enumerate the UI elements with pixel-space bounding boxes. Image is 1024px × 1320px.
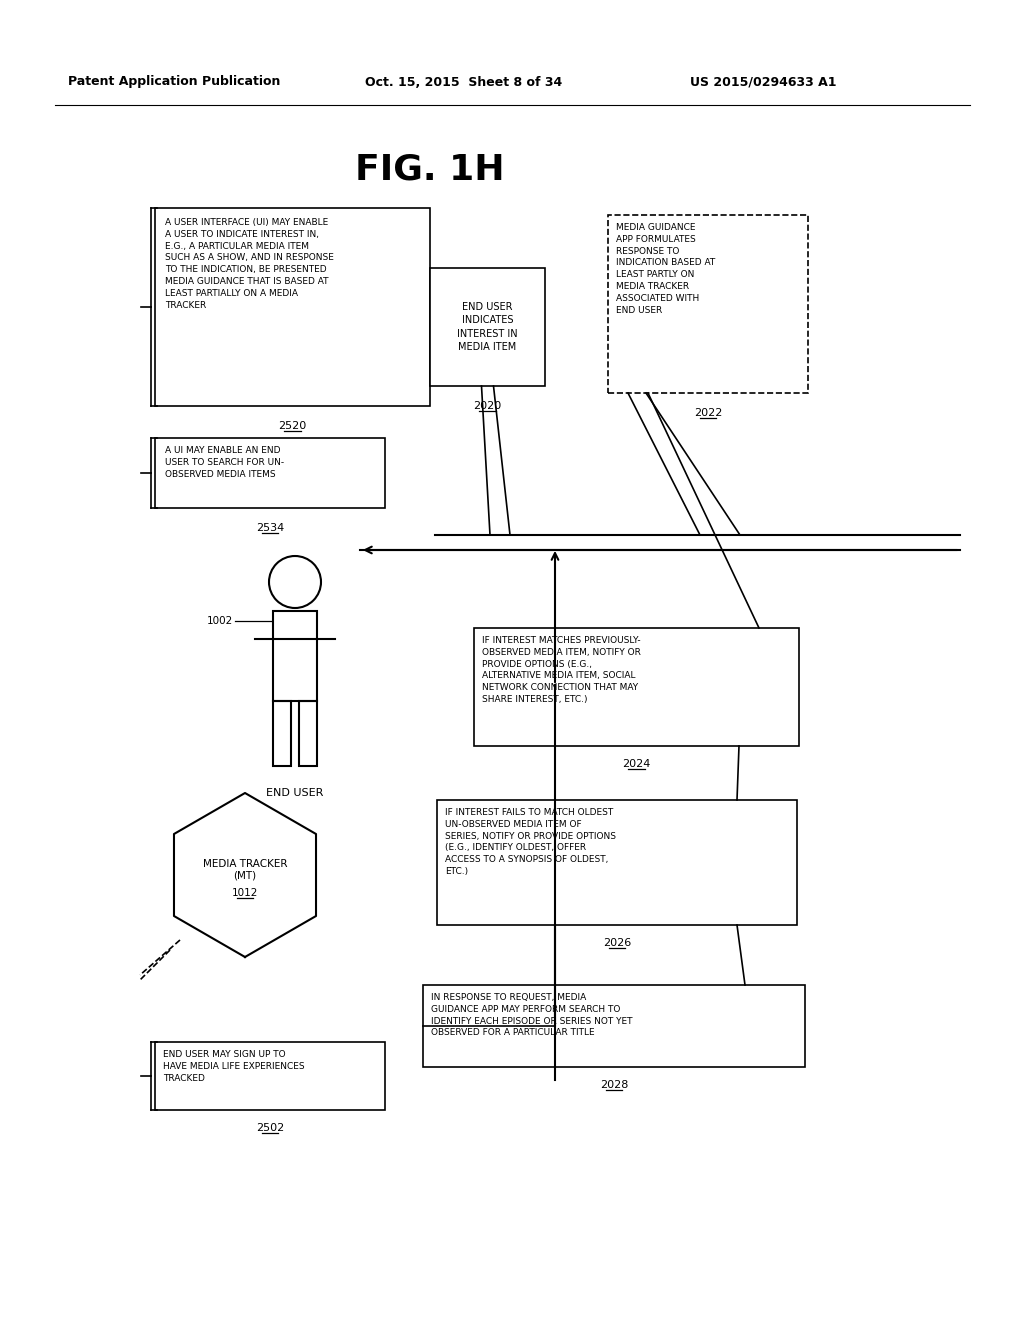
Bar	[155, 1041, 385, 1110]
Text: 1002: 1002	[207, 616, 233, 626]
Text: 2534: 2534	[256, 523, 284, 533]
Bar	[155, 438, 385, 508]
Text: A UI MAY ENABLE AN END
USER TO SEARCH FOR UN-
OBSERVED MEDIA ITEMS: A UI MAY ENABLE AN END USER TO SEARCH FO…	[165, 446, 284, 479]
Text: 2026: 2026	[603, 939, 631, 948]
Text: 2520: 2520	[279, 421, 306, 432]
Text: IN RESPONSE TO REQUEST, MEDIA
GUIDANCE APP MAY PERFORM SEARCH TO
IDENTIFY EACH E: IN RESPONSE TO REQUEST, MEDIA GUIDANCE A…	[431, 993, 633, 1038]
Text: 2028: 2028	[600, 1080, 628, 1090]
Text: 2022: 2022	[694, 408, 722, 418]
Text: US 2015/0294633 A1: US 2015/0294633 A1	[690, 75, 837, 88]
Text: IF INTEREST MATCHES PREVIOUSLY-
OBSERVED MEDIA ITEM, NOTIFY OR
PROVIDE OPTIONS (: IF INTEREST MATCHES PREVIOUSLY- OBSERVED…	[482, 636, 641, 704]
Bar	[155, 209, 430, 407]
Bar	[423, 985, 805, 1067]
Text: END USER: END USER	[266, 788, 324, 799]
Text: MEDIA TRACKER
(MT): MEDIA TRACKER (MT)	[203, 859, 288, 880]
Text: 2502: 2502	[256, 1123, 284, 1133]
Text: IF INTEREST FAILS TO MATCH OLDEST
UN-OBSERVED MEDIA ITEM OF
SERIES, NOTIFY OR PR: IF INTEREST FAILS TO MATCH OLDEST UN-OBS…	[445, 808, 616, 876]
Bar	[273, 701, 291, 766]
Bar	[299, 701, 317, 766]
Text: END USER
INDICATES
INTEREST IN
MEDIA ITEM: END USER INDICATES INTEREST IN MEDIA ITE…	[457, 302, 518, 352]
Text: 1012: 1012	[231, 888, 258, 898]
Bar	[273, 611, 317, 701]
Text: Patent Application Publication: Patent Application Publication	[68, 75, 281, 88]
Bar	[474, 628, 799, 746]
Text: END USER MAY SIGN UP TO
HAVE MEDIA LIFE EXPERIENCES
TRACKED: END USER MAY SIGN UP TO HAVE MEDIA LIFE …	[163, 1049, 304, 1082]
Bar	[608, 215, 808, 393]
Text: MEDIA GUIDANCE
APP FORMULATES
RESPONSE TO
INDICATION BASED AT
LEAST PARTLY ON
ME: MEDIA GUIDANCE APP FORMULATES RESPONSE T…	[616, 223, 715, 314]
Text: 2024: 2024	[623, 759, 650, 770]
Bar	[430, 268, 545, 385]
Bar	[437, 800, 797, 925]
Text: A USER INTERFACE (UI) MAY ENABLE
A USER TO INDICATE INTEREST IN,
E.G., A PARTICU: A USER INTERFACE (UI) MAY ENABLE A USER …	[165, 218, 334, 310]
Text: Oct. 15, 2015  Sheet 8 of 34: Oct. 15, 2015 Sheet 8 of 34	[365, 75, 562, 88]
Text: 2020: 2020	[473, 401, 502, 411]
Text: FIG. 1H: FIG. 1H	[355, 153, 505, 187]
